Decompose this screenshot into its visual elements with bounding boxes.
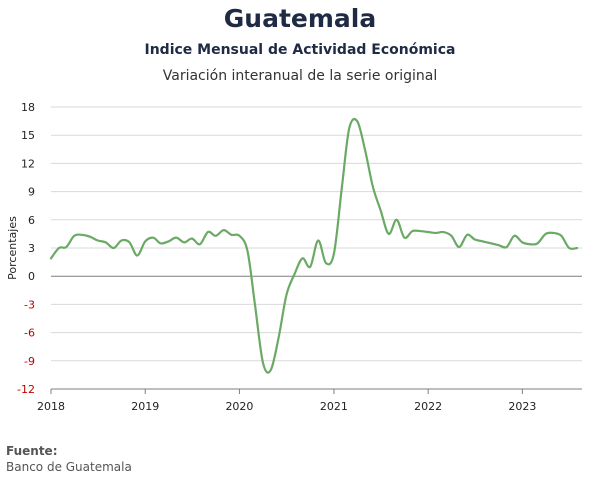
y-tick-label: 12 [21,157,35,170]
x-tick-label: 2021 [320,400,348,413]
y-tick-label: -3 [24,298,35,311]
y-tick-label: 0 [28,270,35,283]
page-title: Guatemala [223,4,377,33]
y-tick-label: -6 [24,327,35,340]
series-layer [49,117,579,374]
series-line-imae [49,117,579,374]
chart-subtitle: Indice Mensual de Actividad Económica [144,42,456,58]
x-tick-label: 2020 [225,400,253,413]
y-tick-label: -12 [17,383,35,396]
x-tick-label: 2018 [37,400,65,413]
y-tick-label: 18 [21,101,35,114]
source-label: Fuente: [6,444,58,458]
y-tick-label: 9 [28,186,35,199]
y-tick-label: 6 [28,214,35,227]
y-tick-label: -9 [24,355,35,368]
source-text: Banco de Guatemala [6,460,132,474]
y-tick-label: 15 [21,129,35,142]
chart-description: Variación interanual de la serie origina… [162,68,438,84]
x-tick-label: 2022 [414,400,442,413]
x-tick-label: 2019 [131,400,159,413]
y-axis-label: Porcentajes [6,216,19,280]
grid-layer [51,106,582,390]
x-tick-label: 2023 [508,400,536,413]
y-tick-label: 3 [28,242,35,255]
